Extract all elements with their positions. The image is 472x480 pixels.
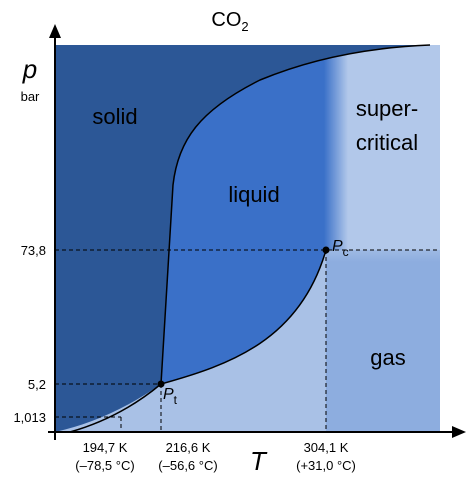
axes: [48, 24, 466, 440]
critical-sub: c: [343, 245, 349, 259]
y-tick-label: 73,8: [21, 243, 46, 258]
dashed-lines: [55, 249, 440, 432]
liquid-area: [161, 51, 348, 384]
triple-sub: t: [174, 393, 178, 407]
regions: [55, 45, 440, 432]
vaporization-curve: [160, 249, 327, 385]
region-solid: solid: [92, 104, 137, 129]
gas-area-right: [326, 236, 440, 432]
x-tick-celsius: (–78,5 °C): [75, 458, 134, 473]
title-sub: 2: [241, 19, 248, 34]
y-unit: bar: [21, 89, 40, 104]
region-gas: gas: [370, 345, 405, 370]
y-tick-label: 1,013: [13, 410, 46, 425]
sublimation-curve: [69, 383, 162, 433]
melting-curve: [160, 44, 431, 385]
guides: [55, 249, 440, 432]
x-tick-kelvin: 304,1 K: [304, 440, 349, 455]
title-main: CO: [211, 9, 241, 31]
region-liquid: liquid: [228, 182, 279, 207]
x-tick-celsius: (–56,6 °C): [158, 458, 217, 473]
x-tick-celsius: (+31,0 °C): [296, 458, 356, 473]
solid-area: [55, 45, 430, 432]
y-tick-label: 5,2: [28, 377, 46, 392]
triple-point: [157, 380, 165, 388]
triple-label: Pt: [163, 386, 178, 407]
x-tick-kelvin: 216,6 K: [166, 440, 211, 455]
y-symbol: p: [22, 54, 37, 84]
x-tick-kelvin: 194,7 K: [83, 440, 128, 455]
x-symbol: T: [250, 446, 268, 476]
boundaries: [69, 44, 431, 433]
x-arrow: [452, 426, 466, 438]
title: CO2: [211, 9, 248, 34]
critical-label: Pc: [332, 238, 349, 259]
region-supercritical: critical: [356, 130, 418, 155]
critical-main: P: [332, 238, 343, 255]
region-supercritical: super-: [356, 96, 418, 121]
triple-main: P: [163, 386, 174, 403]
y-arrow: [49, 24, 61, 38]
critical-point: [322, 246, 330, 254]
